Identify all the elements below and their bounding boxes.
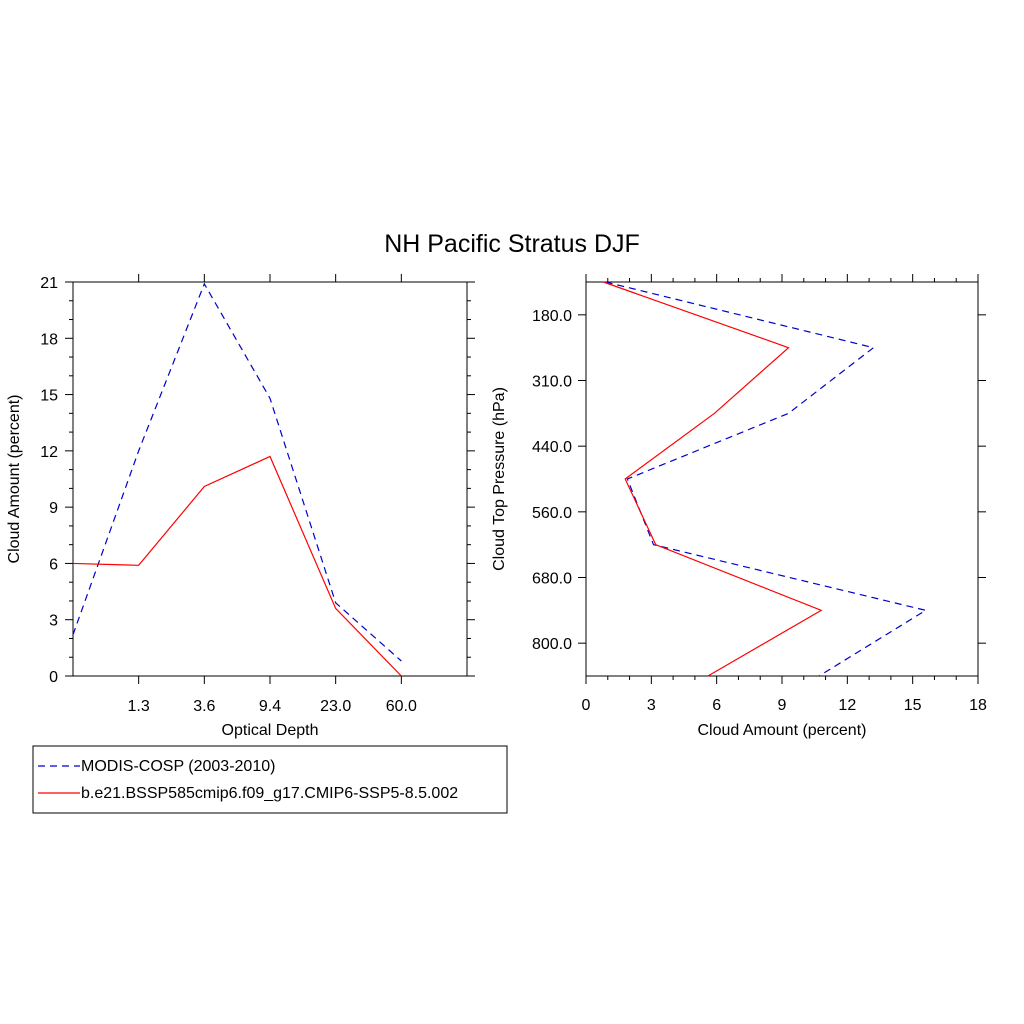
- y-tick-label: 560.0: [532, 505, 572, 522]
- y-axis-label: Cloud Top Pressure (hPa): [491, 387, 508, 571]
- x-tick-label: 6: [712, 697, 721, 714]
- x-tick-label: 23.0: [320, 698, 351, 715]
- y-tick-label: 310.0: [532, 374, 572, 391]
- y-axis-label: Cloud Amount (percent): [6, 395, 23, 564]
- y-tick-label: 15: [40, 388, 58, 405]
- y-tick-label: 3: [49, 613, 58, 630]
- legend-box: [32, 745, 508, 814]
- figure-title: NH Pacific Stratus DJF: [384, 230, 640, 258]
- x-tick-label: 9: [778, 697, 787, 714]
- y-tick-label: 18: [40, 331, 58, 348]
- legend-label-modis: MODIS-COSP (2003-2010): [81, 758, 275, 775]
- x-axis-label: Cloud Amount (percent): [698, 722, 867, 739]
- optical-depth-panel: 0 3 6 9 12 15 18 21 1.3 3.6 9.4 23.0 60.0 Optical Dep…: [6, 274, 475, 739]
- x-axis-label: Optical Depth: [222, 722, 319, 739]
- y-tick-label: 6: [49, 556, 58, 573]
- plot-frame: [72, 281, 468, 677]
- y-tick-label: 12: [40, 444, 58, 461]
- x-tick-label: 15: [904, 697, 922, 714]
- series-line-model: [603, 281, 823, 677]
- series-line-model: [72, 455, 402, 677]
- x-tick-label: 18: [969, 697, 987, 714]
- x-tick-label: 3: [647, 697, 656, 714]
- y-tick-label: 440.0: [532, 439, 572, 456]
- x-tick-label: 60.0: [386, 698, 417, 715]
- x-tick-label: 1.3: [128, 698, 150, 715]
- series-line-modis: [605, 281, 928, 677]
- plot-frame: [585, 281, 979, 677]
- series-line-modis: [72, 282, 402, 662]
- pressure-panel: 0 3 6 9 12 15 18 180.0 310.0 440.0 560.0 680.0 800.0…: [491, 274, 987, 739]
- x-tick-label: 0: [582, 697, 591, 714]
- y-tick-label: 9: [49, 500, 58, 517]
- x-tick-label: 12: [838, 697, 856, 714]
- legend: MODIS-COSP (2003-2010) b.e21.BSSP585cmip…: [32, 745, 508, 814]
- y-tick-label: 180.0: [532, 308, 572, 325]
- x-tick-label: 9.4: [259, 698, 281, 715]
- y-tick-label: 0: [49, 669, 58, 686]
- y-tick-label: 21: [40, 275, 58, 292]
- legend-label-model: b.e21.BSSP585cmip6.f09_g17.CMIP6-SSP5-8.…: [81, 785, 458, 802]
- y-tick-label: 800.0: [532, 636, 572, 653]
- y-tick-label: 680.0: [532, 571, 572, 588]
- x-tick-label: 3.6: [193, 698, 215, 715]
